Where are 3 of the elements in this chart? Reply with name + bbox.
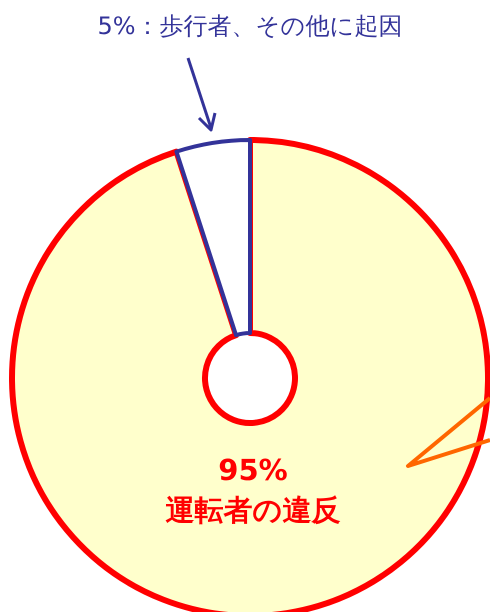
slice-label: 運転者の違反 [166, 493, 340, 527]
slice-label: 5%：歩行者、その他に起因 [97, 12, 403, 40]
data-label: 95% [218, 453, 288, 487]
